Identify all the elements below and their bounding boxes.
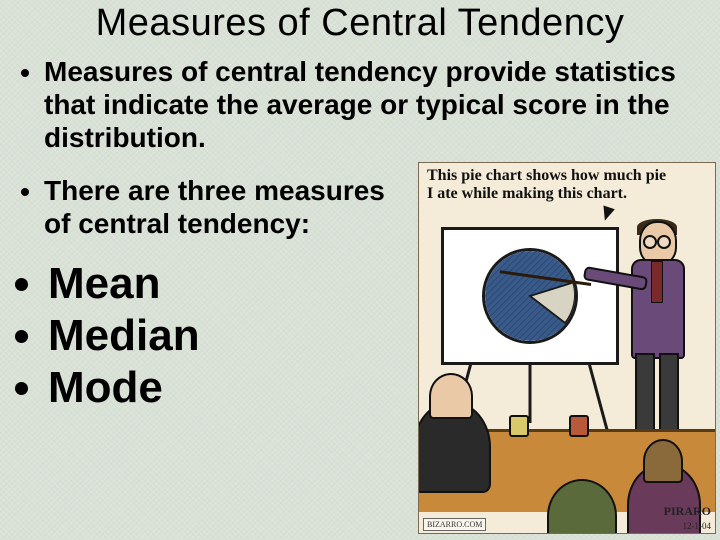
cartoon-artist: PIRARO xyxy=(664,504,711,519)
audience-head xyxy=(643,439,683,483)
mid-bullet-list: There are three measures of central tend… xyxy=(26,174,396,240)
bullet-mean: Mean xyxy=(48,258,396,310)
glasses-icon xyxy=(643,235,671,245)
mug-icon xyxy=(509,415,529,437)
bullet-mode: Mode xyxy=(48,362,396,414)
easel xyxy=(441,227,619,397)
bullet-definition: Measures of central tendency provide sta… xyxy=(44,55,694,154)
presenter-tie xyxy=(651,261,663,303)
speech-line-2: I ate while making this chart. xyxy=(427,185,627,202)
audience-head xyxy=(429,373,473,419)
chart-board xyxy=(441,227,619,365)
bullet-median: Median xyxy=(48,310,396,362)
top-bullet-list: Measures of central tendency provide sta… xyxy=(26,55,694,154)
cartoon-signature: BIZARRO.COM xyxy=(423,518,486,531)
pie-chart xyxy=(482,248,578,344)
mug-icon xyxy=(569,415,589,437)
bullet-three-measures: There are three measures of central tend… xyxy=(44,174,396,240)
left-column: There are three measures of central tend… xyxy=(26,174,396,414)
cartoon-date: 12-1-04 xyxy=(683,521,712,531)
speech-line-1: This pie chart shows how much pie xyxy=(427,167,666,184)
speech-bubble-text: This pie chart shows how much pie I ate … xyxy=(427,167,707,204)
cartoon-panel: This pie chart shows how much pie I ate … xyxy=(418,162,716,534)
speech-tail-icon xyxy=(599,205,615,222)
slide-title: Measures of Central Tendency xyxy=(0,0,720,45)
pie-chart-svg xyxy=(485,251,575,341)
measures-list: Mean Median Mode xyxy=(26,258,396,414)
